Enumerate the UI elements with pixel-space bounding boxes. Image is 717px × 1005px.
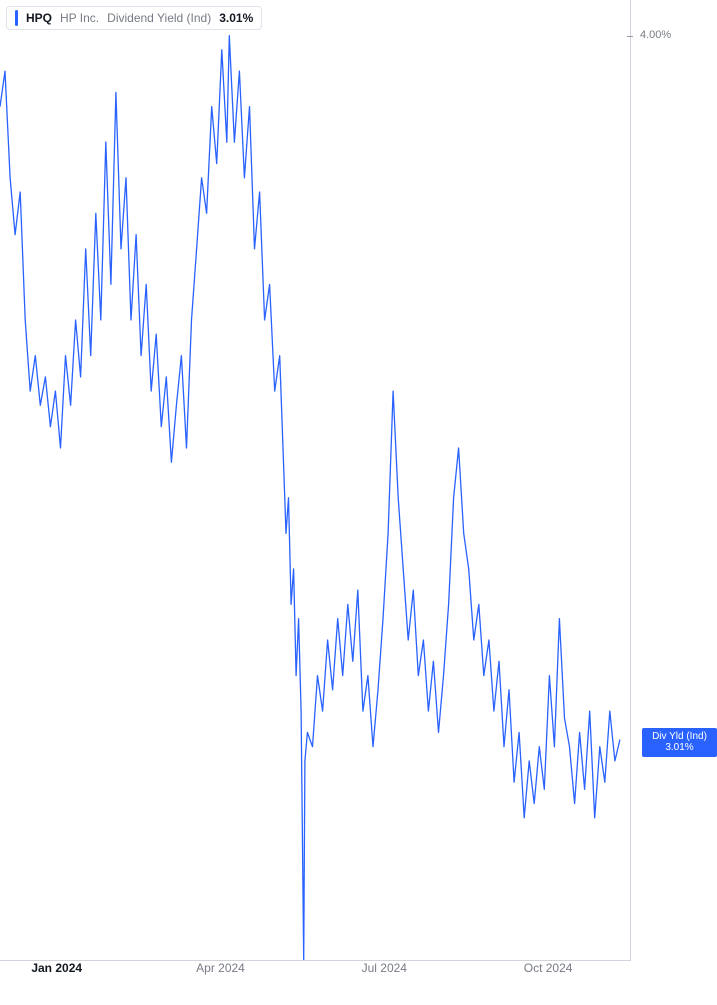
line-chart-svg	[0, 0, 630, 960]
legend-company-name: HP Inc.	[60, 11, 99, 25]
badge-value: 3.01%	[648, 742, 711, 754]
legend-color-bar	[15, 10, 18, 26]
chart-container: HPQ HP Inc. Dividend Yield (Ind) 3.01% D…	[0, 0, 717, 1005]
legend-ticker: HPQ	[26, 11, 52, 25]
x-axis-label: Jan 2024	[31, 961, 82, 975]
chart-legend[interactable]: HPQ HP Inc. Dividend Yield (Ind) 3.01%	[6, 6, 262, 30]
x-axis-label: Oct 2024	[524, 961, 573, 975]
badge-label: Div Yld (Ind)	[648, 731, 711, 743]
current-value-badge: Div Yld (Ind) 3.01%	[642, 728, 717, 757]
plot-area[interactable]	[0, 0, 631, 961]
legend-current-value: 3.01%	[219, 11, 253, 25]
legend-metric-name: Dividend Yield (Ind)	[107, 11, 211, 25]
x-axis-label: Jul 2024	[362, 961, 407, 975]
x-axis-label: Apr 2024	[196, 961, 245, 975]
y-axis-label: 4.00%	[640, 29, 671, 41]
